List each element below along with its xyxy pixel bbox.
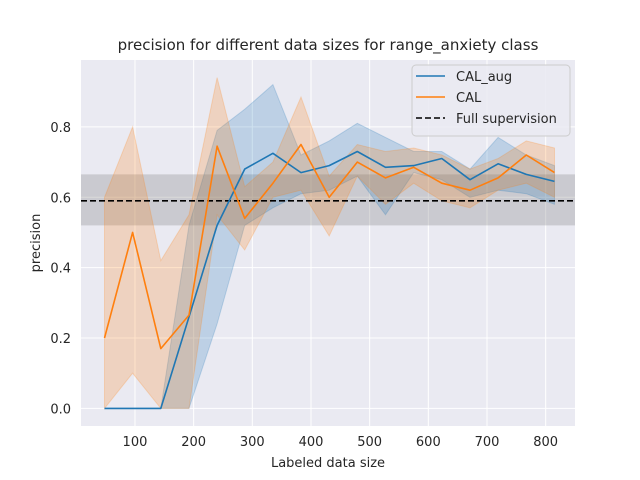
x-tick-label: 500 bbox=[357, 435, 382, 450]
series-lines bbox=[103, 143, 555, 410]
full-supervision-band-fill bbox=[81, 174, 575, 226]
x-tick-label: 400 bbox=[299, 435, 324, 450]
y-tick-label: 0.6 bbox=[50, 191, 71, 206]
cal-band bbox=[104, 77, 555, 410]
x-tick-label: 100 bbox=[123, 435, 148, 450]
cal-aug-band bbox=[104, 83, 555, 409]
cal-line bbox=[103, 143, 555, 350]
x-tick-label: 200 bbox=[181, 435, 206, 450]
x-tick-label: 700 bbox=[475, 435, 500, 450]
full-supervision-band bbox=[81, 174, 575, 226]
y-axis-label: precision bbox=[29, 214, 44, 273]
legend-label: CAL bbox=[456, 91, 482, 106]
y-tick-label: 0.4 bbox=[50, 262, 71, 277]
legend-label: CAL_aug bbox=[456, 70, 512, 85]
x-axis-label: Labeled data size bbox=[271, 456, 385, 471]
confidence-bands bbox=[104, 77, 555, 410]
x-tick-label: 600 bbox=[416, 435, 441, 450]
y-axis-ticks: 0.0 0.2 0.4 0.6 0.8 bbox=[50, 121, 71, 418]
cal-aug-line bbox=[104, 150, 555, 410]
y-tick-label: 0.0 bbox=[50, 402, 71, 417]
chart-title: precision for different data sizes for r… bbox=[118, 36, 539, 55]
x-tick-label: 800 bbox=[533, 435, 558, 450]
x-axis-ticks: 100 200 300 400 500 600 700 800 bbox=[123, 435, 559, 450]
legend-box bbox=[411, 64, 571, 137]
y-tick-label: 0.2 bbox=[50, 332, 71, 347]
legend: CAL_aug CAL Full supervision bbox=[411, 64, 571, 137]
legend-label: Full supervision bbox=[456, 112, 557, 127]
y-tick-label: 0.8 bbox=[50, 121, 71, 136]
x-tick-label: 300 bbox=[240, 435, 265, 450]
